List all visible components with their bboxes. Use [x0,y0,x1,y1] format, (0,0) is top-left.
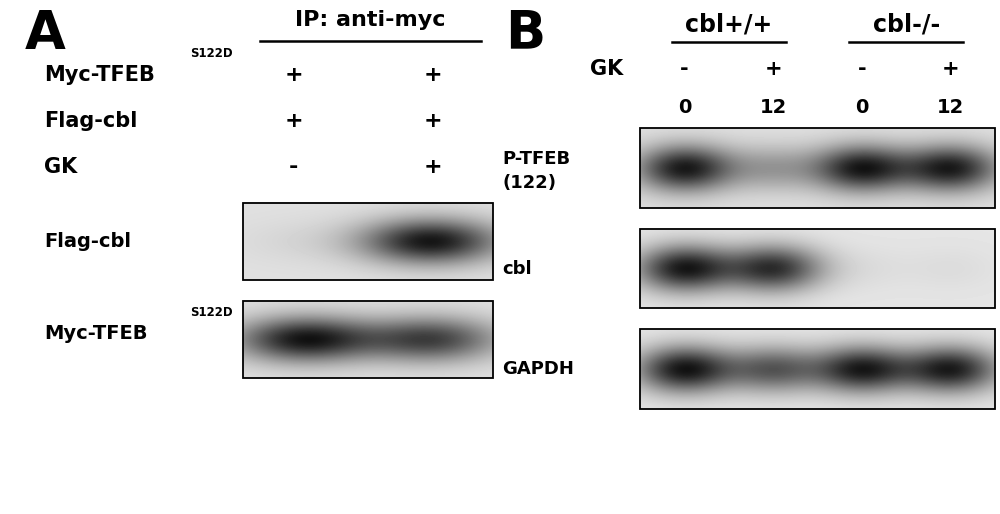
Text: Myc-TFEB: Myc-TFEB [44,65,155,84]
Bar [640,229,995,308]
Text: B: B [505,8,545,60]
Text: GK: GK [44,157,77,177]
Text: +: + [284,65,303,84]
Text: +: + [423,157,442,177]
Text: (122): (122) [503,174,556,192]
Bar [243,203,493,280]
Text: GAPDH: GAPDH [503,360,574,378]
Text: 12: 12 [760,99,787,117]
Text: Flag-cbl: Flag-cbl [44,111,137,131]
Text: A: A [25,8,66,60]
Text: cbl+/+: cbl+/+ [685,13,772,37]
Bar [640,128,995,208]
Text: +: + [284,111,303,131]
Text: 0: 0 [678,99,691,117]
Text: GK: GK [590,60,623,79]
Text: Flag-cbl: Flag-cbl [44,232,131,251]
Text: cbl-/-: cbl-/- [873,13,940,37]
Text: S122D: S122D [190,306,233,319]
Text: +: + [423,65,442,84]
Text: +: + [764,60,782,79]
Text: -: - [289,157,298,177]
Text: cbl: cbl [503,260,532,278]
Bar [640,329,995,409]
Text: 0: 0 [855,99,869,117]
Text: -: - [858,60,866,79]
Text: Myc-TFEB: Myc-TFEB [44,324,148,342]
Text: P-TFEB: P-TFEB [503,150,571,168]
Text: S122D: S122D [190,47,233,60]
Text: -: - [680,60,689,79]
Text: 12: 12 [937,99,964,117]
Text: IP: anti-myc: IP: anti-myc [295,10,446,30]
Text: +: + [423,111,442,131]
Bar [243,301,493,378]
Text: +: + [942,60,959,79]
